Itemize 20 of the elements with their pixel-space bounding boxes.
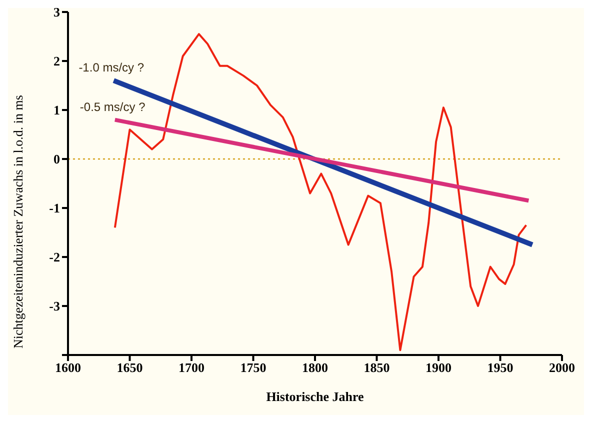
y-axis-title: Nichtgezeiteninduzierter Zuwachs in l.o.d. in ms [10, 95, 26, 348]
y-tick-label: -3 [49, 298, 60, 314]
annotation: -0.5 ms/cy ? [80, 100, 146, 114]
annotation: -1.0 ms/cy ? [78, 60, 144, 75]
y-tick-label: 1 [54, 102, 60, 118]
y-tick-label: -1 [49, 200, 60, 216]
x-tick-label: 1650 [116, 360, 143, 376]
y-tick-label: -2 [49, 250, 60, 265]
x-tick-label: 1750 [240, 360, 266, 376]
x-tick-label: 1600 [55, 360, 81, 376]
x-tick-label: 1900 [426, 360, 452, 376]
x-tick-label: 1700 [178, 360, 204, 376]
x-tick-label: 1800 [302, 360, 328, 376]
x-tick-label: 1850 [364, 360, 390, 376]
x-tick-label: 1950 [487, 360, 514, 376]
y-tick-label: 3 [54, 4, 60, 20]
y-tick-label: 2 [54, 54, 60, 69]
y-tick-label: 0 [54, 152, 60, 167]
x-axis-title: Historische Jahre [266, 389, 364, 404]
x-tick-label: 2000 [549, 360, 575, 376]
